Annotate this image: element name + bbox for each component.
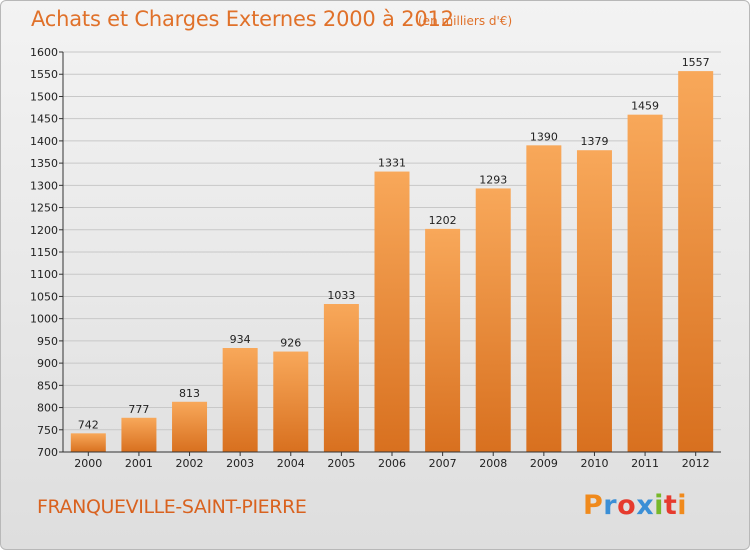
value-label-2009: 1390 bbox=[530, 130, 558, 143]
y-tick-label: 1350 bbox=[30, 157, 58, 170]
bars bbox=[70, 71, 714, 453]
axes bbox=[62, 52, 721, 453]
x-tick-label: 2004 bbox=[277, 457, 305, 470]
y-tick-label: 1450 bbox=[30, 113, 58, 126]
logo-letter: i bbox=[677, 490, 688, 521]
x-tick-label: 2002 bbox=[176, 457, 204, 470]
y-tick-label: 1150 bbox=[30, 246, 58, 259]
x-tick-label: 2003 bbox=[226, 457, 254, 470]
value-label-2012: 1557 bbox=[682, 56, 710, 69]
bar-2008 bbox=[475, 188, 511, 452]
y-tick-label: 700 bbox=[37, 446, 58, 459]
x-tick-label: 2006 bbox=[378, 457, 406, 470]
bar-2005 bbox=[323, 304, 359, 452]
y-tick-label: 1550 bbox=[30, 68, 58, 81]
x-tick-label: 2010 bbox=[580, 457, 608, 470]
y-tick-label: 1050 bbox=[30, 290, 58, 303]
proxiti-logo: Proxiti bbox=[583, 490, 687, 521]
value-label-2000: 742 bbox=[78, 418, 99, 431]
y-tick-label: 800 bbox=[37, 402, 58, 415]
bar-2009 bbox=[526, 145, 562, 453]
y-tick-label: 1000 bbox=[30, 313, 58, 326]
value-label-2002: 813 bbox=[179, 387, 200, 400]
y-tick-label: 1200 bbox=[30, 224, 58, 237]
bar-2006 bbox=[374, 171, 410, 453]
y-tick-label: 1300 bbox=[30, 179, 58, 192]
value-label-2003: 934 bbox=[230, 333, 251, 346]
bar-2002 bbox=[172, 401, 208, 452]
y-tick-label: 1400 bbox=[30, 135, 58, 148]
x-tick-label: 2005 bbox=[327, 457, 355, 470]
value-label-2006: 1331 bbox=[378, 157, 406, 170]
y-tick-label: 750 bbox=[37, 424, 58, 437]
bar-2011 bbox=[627, 114, 663, 453]
bar-2007 bbox=[425, 228, 461, 452]
x-tick-label: 2011 bbox=[631, 457, 659, 470]
value-label-2005: 1033 bbox=[327, 289, 355, 302]
x-tick-label: 2000 bbox=[74, 457, 102, 470]
y-tick-label: 850 bbox=[37, 379, 58, 392]
value-label-2007: 1202 bbox=[429, 214, 457, 227]
commune-name: FRANQUEVILLE-SAINT-PIERRE bbox=[37, 496, 307, 518]
y-tick-label: 1600 bbox=[30, 46, 58, 59]
value-label-2011: 1459 bbox=[631, 100, 659, 113]
value-label-2010: 1379 bbox=[580, 135, 608, 148]
y-tick-label: 1100 bbox=[30, 268, 58, 281]
value-label-2001: 777 bbox=[128, 403, 149, 416]
bar-2010 bbox=[576, 150, 612, 452]
x-tick-label: 2009 bbox=[530, 457, 558, 470]
y-tick-label: 950 bbox=[37, 335, 58, 348]
logo-letter: x bbox=[636, 490, 655, 521]
logo-letter: r bbox=[603, 490, 618, 521]
bar-2001 bbox=[121, 417, 157, 452]
logo-letter: P bbox=[583, 490, 604, 521]
chart-title: Achats et Charges Externes 2000 à 2012 bbox=[31, 7, 454, 31]
value-labels: 742 777 813 934 926 1033 1331 1202 1293 1390 1379 1… bbox=[78, 56, 710, 431]
value-label-2008: 1293 bbox=[479, 173, 507, 186]
x-tick-label: 2001 bbox=[125, 457, 153, 470]
x-tick-label: 2008 bbox=[479, 457, 507, 470]
value-label-2004: 926 bbox=[280, 337, 301, 350]
bar-2000 bbox=[70, 433, 106, 452]
bar-2012 bbox=[678, 71, 714, 452]
y-axis-ticks: 700 750 800 850 900 950 1000 1050 1100 1150 1200 12… bbox=[30, 46, 63, 459]
x-tick-label: 2007 bbox=[429, 457, 457, 470]
bar-2003 bbox=[222, 348, 258, 452]
x-tick-label: 2012 bbox=[682, 457, 710, 470]
logo-letter: i bbox=[654, 490, 664, 521]
unit-label: (en milliers d'€) bbox=[418, 14, 513, 28]
y-tick-label: 1250 bbox=[30, 202, 58, 215]
logo-letter: t bbox=[663, 490, 678, 521]
y-tick-label: 900 bbox=[37, 357, 58, 370]
y-tick-label: 1500 bbox=[30, 90, 58, 103]
x-axis-ticks: 2000 2001 2002 2003 2004 2005 2006 2007 2008 2009… bbox=[74, 452, 710, 470]
bar-2004 bbox=[273, 351, 309, 452]
logo-letter: o bbox=[617, 490, 637, 521]
